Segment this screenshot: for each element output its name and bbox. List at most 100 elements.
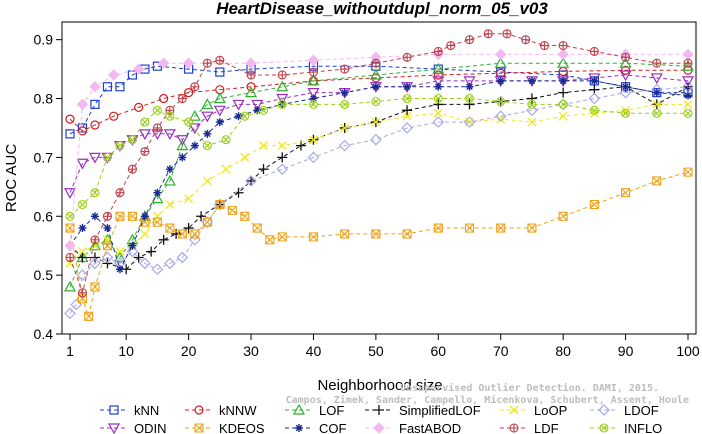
series-ldf: [65, 29, 693, 298]
point-cof: [621, 82, 630, 91]
point-knnw: [433, 70, 443, 80]
point-kdeos: [252, 223, 262, 233]
point-ldof: [276, 163, 289, 176]
legend-marker-fastabod: [373, 422, 385, 434]
point-ldof: [463, 116, 476, 128]
legend-item-knnw: kNNW: [185, 403, 257, 418]
point-fastabod: [64, 239, 76, 252]
point-inflo: [115, 141, 125, 151]
legend: kNN kNNW LOF SimplifiedLOF LoOP LDOF ODIN KDEOS…: [100, 403, 662, 434]
point-inflo: [65, 211, 75, 221]
point-inflo: [127, 135, 137, 145]
x-tick-label: 20: [181, 343, 197, 359]
point-ldf: [190, 82, 200, 92]
series-fastabod: [64, 48, 694, 252]
y-tick-label: 0.8: [34, 91, 54, 107]
point-inflo: [140, 117, 150, 127]
legend-marker-ldf: [509, 423, 519, 433]
point-simplifiedlof: [526, 93, 537, 104]
legend-marker-simplifiedlof: [374, 405, 384, 415]
series-cof: [66, 76, 692, 274]
point-cof: [115, 265, 124, 274]
point-simplifiedlof: [133, 252, 144, 263]
y-axis-label: ROC AUC: [3, 144, 20, 213]
point-ldf: [115, 188, 125, 198]
point-fastabod: [682, 48, 694, 61]
legend-label-inflo: INFLO: [624, 421, 662, 434]
point-ldf: [177, 93, 187, 104]
legend-label-odin: ODIN: [134, 421, 167, 434]
point-simplifiedlof: [183, 223, 194, 234]
point-ldf: [277, 70, 287, 80]
point-ldof: [338, 139, 351, 152]
point-lof: [681, 59, 695, 71]
point-inflo: [371, 96, 381, 107]
series-line-lof: [69, 62, 689, 288]
legend-item-lof: LOF: [285, 403, 344, 418]
point-ldof: [64, 307, 76, 320]
point-inflo: [683, 108, 693, 118]
point-kdeos: [152, 217, 162, 227]
point-odin: [307, 88, 320, 99]
point-odin: [76, 158, 89, 170]
point-odin: [176, 135, 189, 146]
point-cof: [153, 188, 162, 197]
point-ldof: [151, 263, 164, 276]
point-ldf: [558, 41, 568, 51]
point-inflo: [308, 99, 319, 109]
point-inflo: [240, 111, 250, 121]
legend-label-lof: LOF: [319, 403, 344, 418]
legend-marker-kdeos: [194, 423, 204, 433]
point-knn: [65, 129, 75, 139]
point-ldf: [402, 52, 412, 62]
y-axis: 0.4 0.5 0.6 0.7 0.8 0.9: [34, 32, 62, 342]
legend-item-odin: ODIN: [100, 421, 167, 434]
point-ldf: [521, 35, 531, 45]
point-ldof: [89, 257, 101, 270]
point-knn: [102, 82, 113, 92]
series-line-inflo: [69, 98, 688, 217]
point-kdeos: [277, 232, 287, 242]
point-cof: [190, 141, 199, 150]
point-odin: [213, 105, 226, 117]
point-knnw: [620, 65, 631, 75]
legend-label-cof: COF: [319, 421, 347, 434]
point-odin: [650, 73, 663, 85]
point-odin: [88, 152, 101, 164]
point-ldof: [307, 151, 320, 164]
point-ldf: [77, 288, 88, 298]
point-ldf: [683, 58, 693, 68]
point-odin: [681, 76, 695, 88]
point-ldf: [464, 35, 475, 45]
point-ldof: [201, 216, 214, 228]
point-kdeos: [527, 223, 537, 233]
legend-marker-loop: [509, 405, 519, 415]
point-ldf: [539, 41, 549, 51]
legend-label-ldof: LDOF: [624, 403, 659, 418]
x-tick-label: 60: [431, 343, 447, 359]
point-inflo: [258, 105, 269, 115]
watermark-line-2: Campos, Zimek, Sander, Campello, Micenko…: [286, 394, 689, 406]
point-fastabod: [307, 54, 320, 66]
point-cof: [434, 82, 443, 91]
point-cof: [590, 76, 599, 85]
x-axis: 1 10 20 30 40 50 60 70 80 90 100: [66, 334, 700, 359]
legend-item-cof: COF: [285, 421, 347, 434]
point-knnw: [159, 93, 169, 104]
point-cof: [684, 91, 692, 100]
point-ldf: [308, 67, 319, 77]
point-odin: [163, 129, 176, 141]
point-odin: [201, 111, 214, 123]
point-cof: [371, 82, 380, 91]
watermark-line-1: Unsupervised Outlier Detection. DAMI, 20…: [400, 382, 659, 394]
point-ldof: [588, 92, 601, 105]
point-cof: [215, 118, 224, 127]
point-inflo: [77, 199, 88, 210]
point-loop: [115, 247, 125, 257]
point-cof: [140, 212, 149, 221]
point-kdeos: [215, 199, 225, 210]
y-tick-label: 0.6: [34, 208, 54, 224]
point-kdeos: [202, 217, 212, 227]
series-line-kdeos: [69, 171, 689, 319]
